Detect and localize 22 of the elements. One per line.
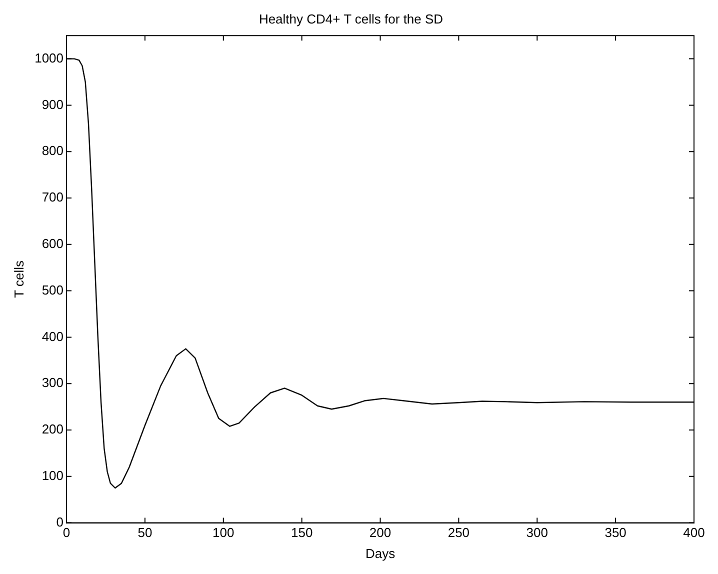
y-tick-label: 1000 — [34, 50, 64, 66]
y-tick-label: 900 — [42, 96, 64, 112]
x-tick-label: 100 — [212, 525, 234, 540]
y-tick-label: 600 — [42, 236, 64, 251]
x-tick-label: 200 — [369, 525, 392, 540]
x-tick-label: 400 — [683, 525, 705, 540]
x-tick-label: 350 — [604, 525, 626, 540]
x-tick-label: 50 — [138, 525, 152, 540]
y-tick-label: 800 — [42, 143, 64, 158]
y-tick-label: 500 — [42, 282, 64, 298]
y-tick-label: 700 — [42, 190, 64, 205]
y-tick-label: 300 — [42, 375, 64, 390]
y-tick-label: 400 — [42, 328, 64, 344]
y-axis-title: T cells — [11, 260, 26, 298]
y-tick-label: 0 — [56, 514, 64, 530]
x-axis-title: Days — [365, 546, 396, 561]
y-tick-label: 100 — [42, 468, 64, 483]
chart-title: Healthy CD4+ T cells for the SD — [258, 11, 444, 26]
x-tick-label: 300 — [526, 525, 548, 540]
x-tick-label: 150 — [290, 525, 313, 540]
y-tick-label: 200 — [42, 422, 64, 437]
x-tick-label: 250 — [448, 525, 470, 540]
